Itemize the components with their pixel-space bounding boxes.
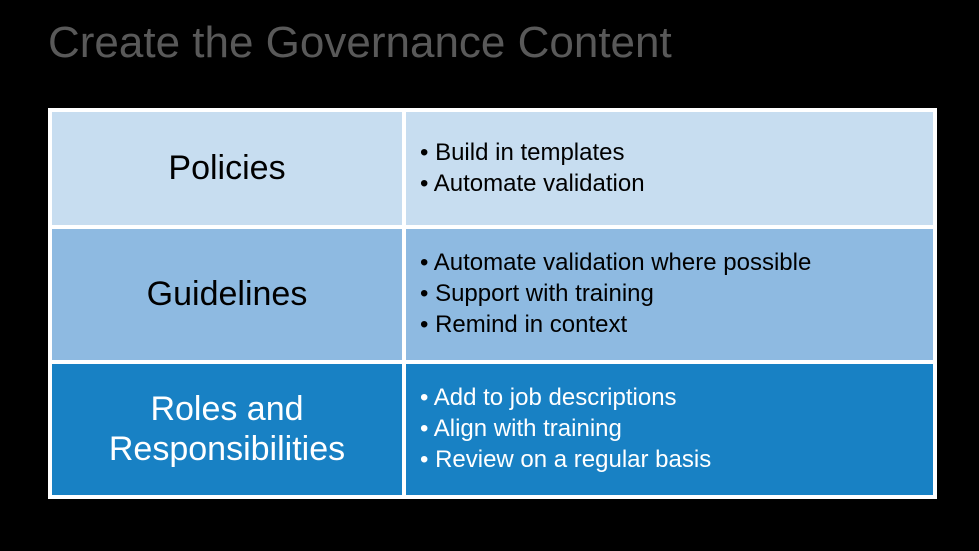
- bullet: • Remind in context: [420, 310, 915, 341]
- row-label: Policies: [48, 108, 406, 229]
- row-bullets: • Add to job descriptions • Align with t…: [406, 364, 937, 499]
- table-row: Guidelines • Automate validation where p…: [48, 229, 937, 364]
- bullet: • Review on a regular basis: [420, 445, 915, 476]
- bullet: • Build in templates: [420, 138, 915, 169]
- row-label: Roles and Responsibilities: [48, 364, 406, 499]
- governance-table: Policies • Build in templates • Automate…: [48, 108, 937, 499]
- table-row: Policies • Build in templates • Automate…: [48, 108, 937, 229]
- bullet: • Add to job descriptions: [420, 383, 915, 414]
- bullet: • Align with training: [420, 414, 915, 445]
- row-label: Guidelines: [48, 229, 406, 364]
- bullet: • Automate validation where possible: [420, 248, 915, 279]
- bullet: • Support with training: [420, 279, 915, 310]
- row-bullets: • Automate validation where possible • S…: [406, 229, 937, 364]
- bullet: • Automate validation: [420, 169, 915, 200]
- table-row: Roles and Responsibilities • Add to job …: [48, 364, 937, 499]
- row-bullets: • Build in templates • Automate validati…: [406, 108, 937, 229]
- slide-title: Create the Governance Content: [48, 18, 672, 68]
